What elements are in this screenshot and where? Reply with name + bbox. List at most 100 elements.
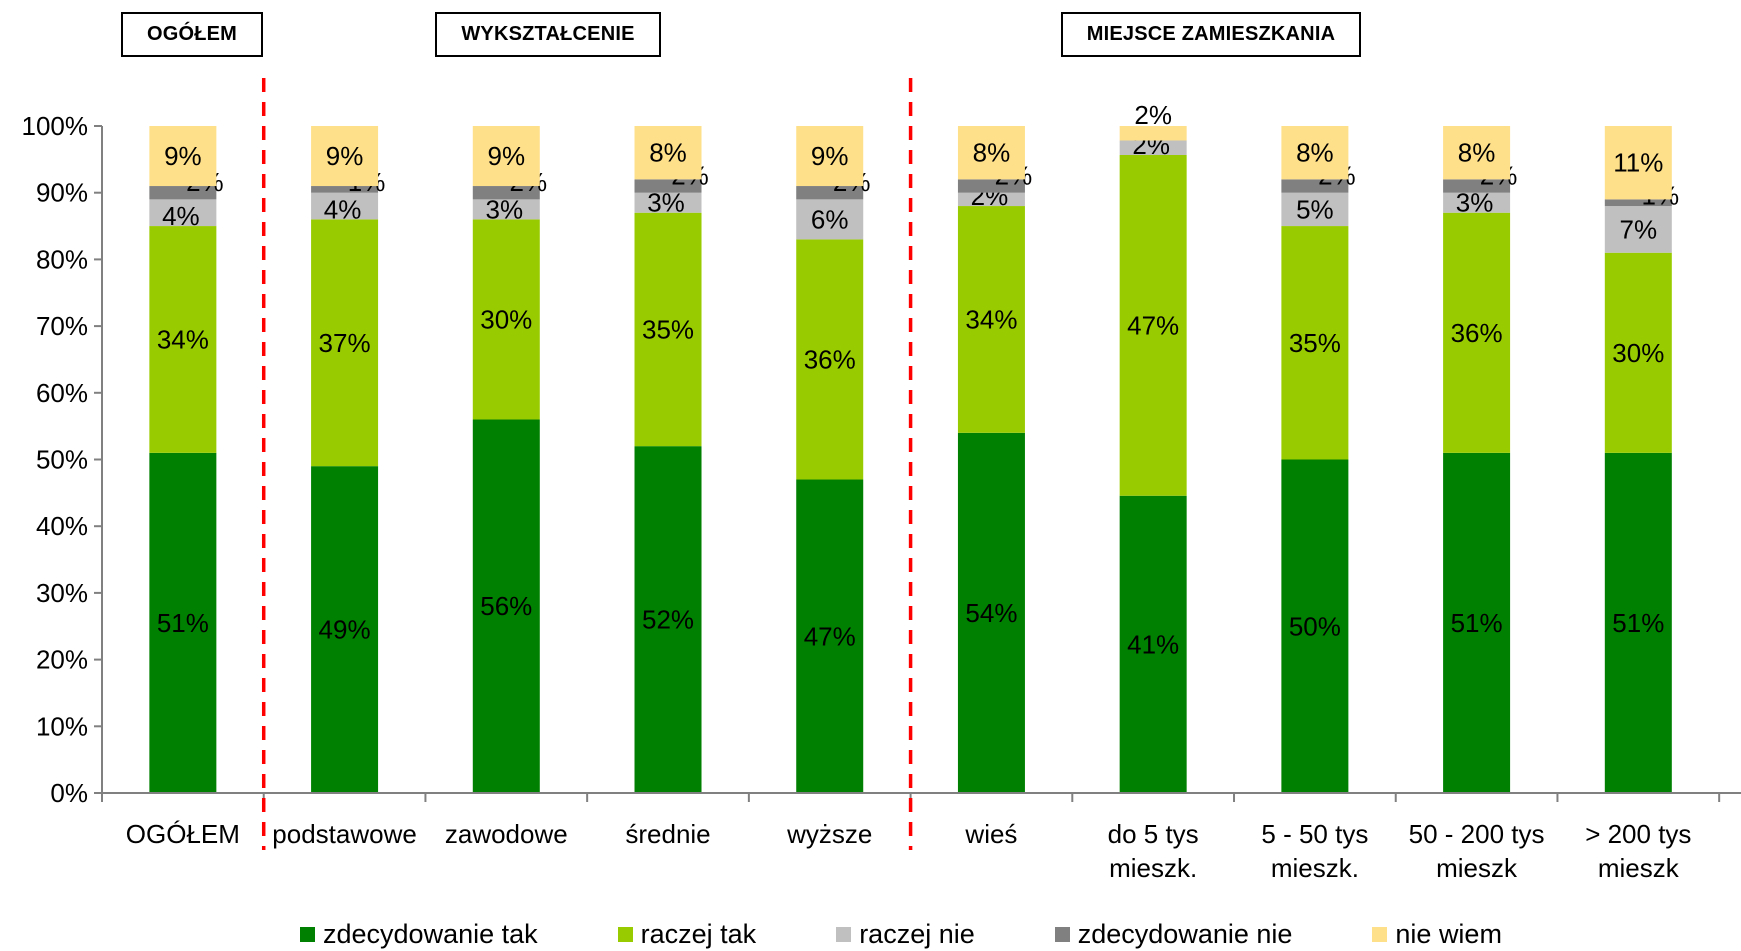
bar-segment: [311, 126, 379, 187]
bar-segment: [1281, 226, 1349, 460]
y-tick-label: 10%: [36, 711, 88, 741]
bar-segment: [1604, 252, 1672, 453]
data-label: 3%: [1456, 188, 1494, 218]
y-tick-label: 40%: [36, 511, 88, 541]
data-label: 35%: [1289, 328, 1341, 358]
data-label: 56%: [480, 591, 532, 621]
data-label: 4%: [162, 201, 200, 231]
bar-segment: [472, 419, 540, 793]
bar-segment: [1119, 126, 1187, 141]
bar-segment: [796, 199, 864, 240]
legend-swatch: [1372, 926, 1388, 942]
data-label: 47%: [1127, 310, 1179, 340]
data-label: 4%: [324, 194, 362, 224]
bar-segment: [311, 219, 379, 467]
bar-segment: [634, 446, 702, 793]
bar-segment: [957, 179, 1025, 193]
data-label: 51%: [157, 608, 209, 638]
data-label: 52%: [642, 605, 694, 635]
x-category-label: mieszk: [1436, 853, 1518, 883]
data-label: 49%: [319, 615, 371, 645]
bar-segment: [634, 126, 702, 180]
legend-swatch: [300, 926, 315, 942]
bar-segment: [1281, 459, 1349, 793]
data-label: 3%: [647, 188, 685, 218]
bar-segment: [796, 126, 864, 187]
data-label: 8%: [973, 138, 1011, 168]
bar-segment: [472, 186, 540, 200]
data-label: 50%: [1289, 611, 1341, 641]
y-tick-label: 80%: [36, 244, 88, 274]
x-category-label: > 200 tys: [1585, 819, 1691, 849]
bar-segment: [1443, 212, 1511, 453]
bar-segment: [796, 186, 864, 200]
y-tick-label: 90%: [36, 178, 88, 208]
x-category-label: 5 - 50 tys: [1261, 819, 1368, 849]
data-label: 9%: [164, 141, 202, 171]
bar-segment: [1119, 155, 1187, 496]
x-category-label: OGÓŁEM: [126, 819, 240, 849]
bar-segment: [796, 479, 864, 793]
x-category-label: wieś: [964, 819, 1017, 849]
data-label: 2%: [1134, 100, 1172, 130]
bar-segment: [957, 126, 1025, 180]
x-category-label: wyższe: [786, 819, 872, 849]
x-category-label: średnie: [625, 819, 710, 849]
y-tick-label: 0%: [50, 778, 88, 808]
data-label: 47%: [804, 621, 856, 651]
bar-segment: [1281, 126, 1349, 180]
data-label: 41%: [1127, 629, 1179, 659]
bar-segment: [1443, 179, 1511, 193]
bar-segment: [149, 226, 217, 453]
legend-label: zdecydowanie nie: [1077, 918, 1293, 949]
group-label-wyksztalcenie: WYKSZTAŁCENIE: [435, 12, 661, 57]
bar-segment: [149, 126, 217, 187]
x-category-label: do 5 tys: [1108, 819, 1199, 849]
bar-segment: [1604, 126, 1672, 200]
data-label: 54%: [965, 598, 1017, 628]
legend-item-raczej-tak: raczej tak: [617, 918, 757, 950]
bar-segment: [796, 239, 864, 480]
data-label: 51%: [1451, 608, 1503, 638]
bar-segment: [1281, 192, 1349, 227]
x-category-label: mieszk: [1598, 853, 1680, 883]
legend-item-zdecydowanie-nie: zdecydowanie nie: [1054, 918, 1293, 950]
bar-segment: [1281, 179, 1349, 193]
x-category-label: mieszk.: [1109, 853, 1197, 883]
data-label: 9%: [488, 141, 526, 171]
bar-segment: [311, 466, 379, 793]
x-category-label: podstawowe: [272, 819, 417, 849]
data-label: 9%: [811, 141, 849, 171]
bar-segment: [1604, 452, 1672, 793]
chart-legend: zdecydowanie tak raczej tak raczej nie z…: [300, 918, 1582, 950]
bar-segment: [149, 199, 217, 227]
x-category-label: zawodowe: [445, 819, 568, 849]
bar-segment: [1604, 199, 1672, 207]
y-tick-label: 60%: [36, 378, 88, 408]
data-label: 9%: [326, 141, 364, 171]
group-label-miejsce-zamieszkania: MIEJSCE ZAMIESZKANIA: [1061, 12, 1361, 57]
data-label: 51%: [1612, 608, 1664, 638]
bar-segment: [149, 452, 217, 793]
bar-segment: [472, 126, 540, 187]
data-label: 36%: [1451, 318, 1503, 348]
data-label: 7%: [1620, 214, 1658, 244]
bar-segment: [957, 432, 1025, 793]
data-label: 6%: [811, 204, 849, 234]
bar-segment: [957, 206, 1025, 433]
x-category-label: mieszk.: [1271, 853, 1359, 883]
bar-segment: [1119, 140, 1187, 155]
data-label: 34%: [157, 324, 209, 354]
bar-segment: [634, 192, 702, 213]
legend-swatch: [1054, 926, 1070, 942]
data-label: 30%: [1612, 338, 1664, 368]
bar-segment: [311, 192, 379, 220]
bar-segment: [1119, 495, 1187, 793]
bar-segment: [311, 186, 379, 193]
bar-segment: [634, 212, 702, 447]
data-label: 30%: [480, 304, 532, 334]
bar-segment: [1443, 126, 1511, 180]
data-label: 34%: [965, 304, 1017, 334]
legend-item-zdecydowanie-tak: zdecydowanie tak: [300, 919, 538, 950]
legend-label: raczej tak: [640, 918, 757, 949]
